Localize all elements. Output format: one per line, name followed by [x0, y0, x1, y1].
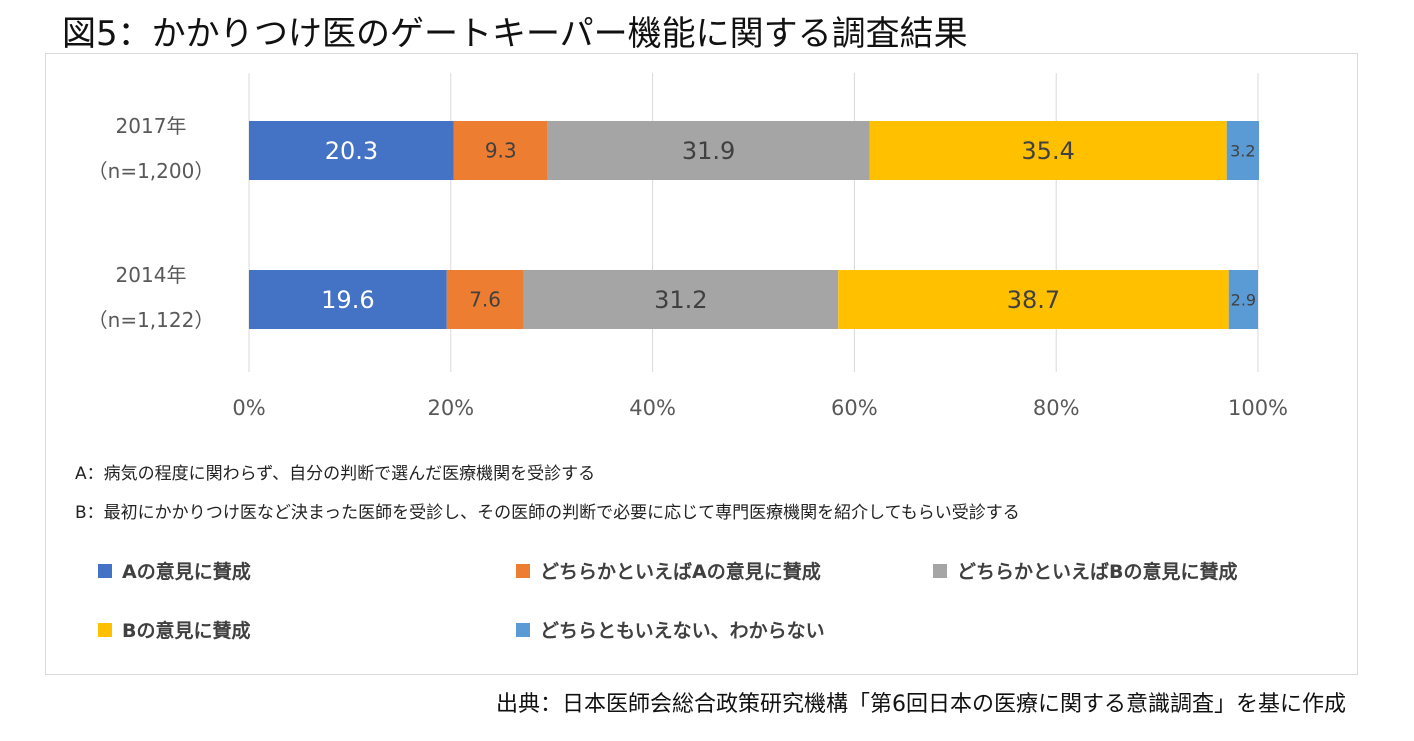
x-tick-label: 80%	[1033, 396, 1080, 420]
legend-item-b-agree: Bの意見に賛成	[98, 616, 250, 643]
bar-segment	[249, 270, 447, 329]
data-label: 9.3	[485, 139, 517, 163]
data-label: 3.2	[1230, 141, 1255, 160]
x-tick-label: 40%	[629, 396, 676, 420]
bar-segment	[1226, 121, 1260, 180]
bar-segment	[446, 270, 524, 329]
legend-item-lean-b: どちらかといえばBの意見に賛成	[933, 557, 1237, 584]
data-label: 2.9	[1231, 290, 1256, 309]
legend-swatch	[98, 622, 112, 637]
category-label-year: 2014年	[116, 263, 187, 287]
data-label: 20.3	[325, 137, 378, 165]
data-label: 31.9	[682, 137, 735, 165]
data-label: 38.7	[1007, 286, 1060, 314]
data-label: 7.6	[469, 288, 501, 312]
x-tick-label: 60%	[831, 396, 878, 420]
legend-item-unsure: どちらともいえない、わからない	[516, 616, 825, 643]
legend-swatch	[98, 563, 112, 578]
bar-segment	[249, 121, 454, 180]
chart-frame	[45, 53, 1358, 675]
note-a: A：病気の程度に関わらず、自分の判断で選んだ医療機関を受診する	[75, 464, 596, 484]
x-tick-label: 0%	[232, 396, 265, 420]
legend-label: どちらともいえない、わからない	[540, 620, 825, 642]
bar-segment	[547, 121, 870, 180]
category-label-n: （n=1,200）	[88, 159, 215, 183]
legend-item-lean-a: どちらかといえばAの意見に賛成	[516, 557, 821, 584]
data-label: 31.2	[654, 286, 707, 314]
source-citation: 出典：日本医師会総合政策研究機構「第6回日本の医療に関する意識調査」を基に作成	[496, 692, 1346, 717]
bar-segment	[869, 121, 1227, 180]
legend-label: どちらかといえばBの意見に賛成	[957, 561, 1238, 583]
legend-item-a-agree: Aの意見に賛成	[98, 557, 251, 584]
x-tick-label: 100%	[1228, 396, 1288, 420]
legend-swatch	[516, 622, 530, 637]
note-b: B：最初にかかりつけ医など決まった医師を受診し、その医師の判断で必要に応じて専門…	[75, 503, 1020, 523]
page-title: 図5：かかりつけ医のゲートキーパー機能に関する調査結果	[62, 14, 968, 54]
data-label: 19.6	[321, 286, 374, 314]
legend-label: Aの意見に賛成	[122, 561, 251, 583]
bar-segment	[1228, 270, 1258, 329]
category-label-n: （n=1,122）	[88, 308, 215, 332]
legend-label: Bの意見に賛成	[122, 620, 251, 642]
legend-label: どちらかといえばAの意見に賛成	[540, 561, 821, 583]
category-label-year: 2017年	[116, 114, 187, 138]
legend-swatch	[516, 563, 530, 578]
bar-segment	[453, 121, 548, 180]
x-tick-label: 20%	[427, 396, 474, 420]
legend-swatch	[933, 563, 947, 578]
data-label: 35.4	[1021, 137, 1074, 165]
bar-segment	[838, 270, 1229, 329]
bar-segment	[523, 270, 839, 329]
